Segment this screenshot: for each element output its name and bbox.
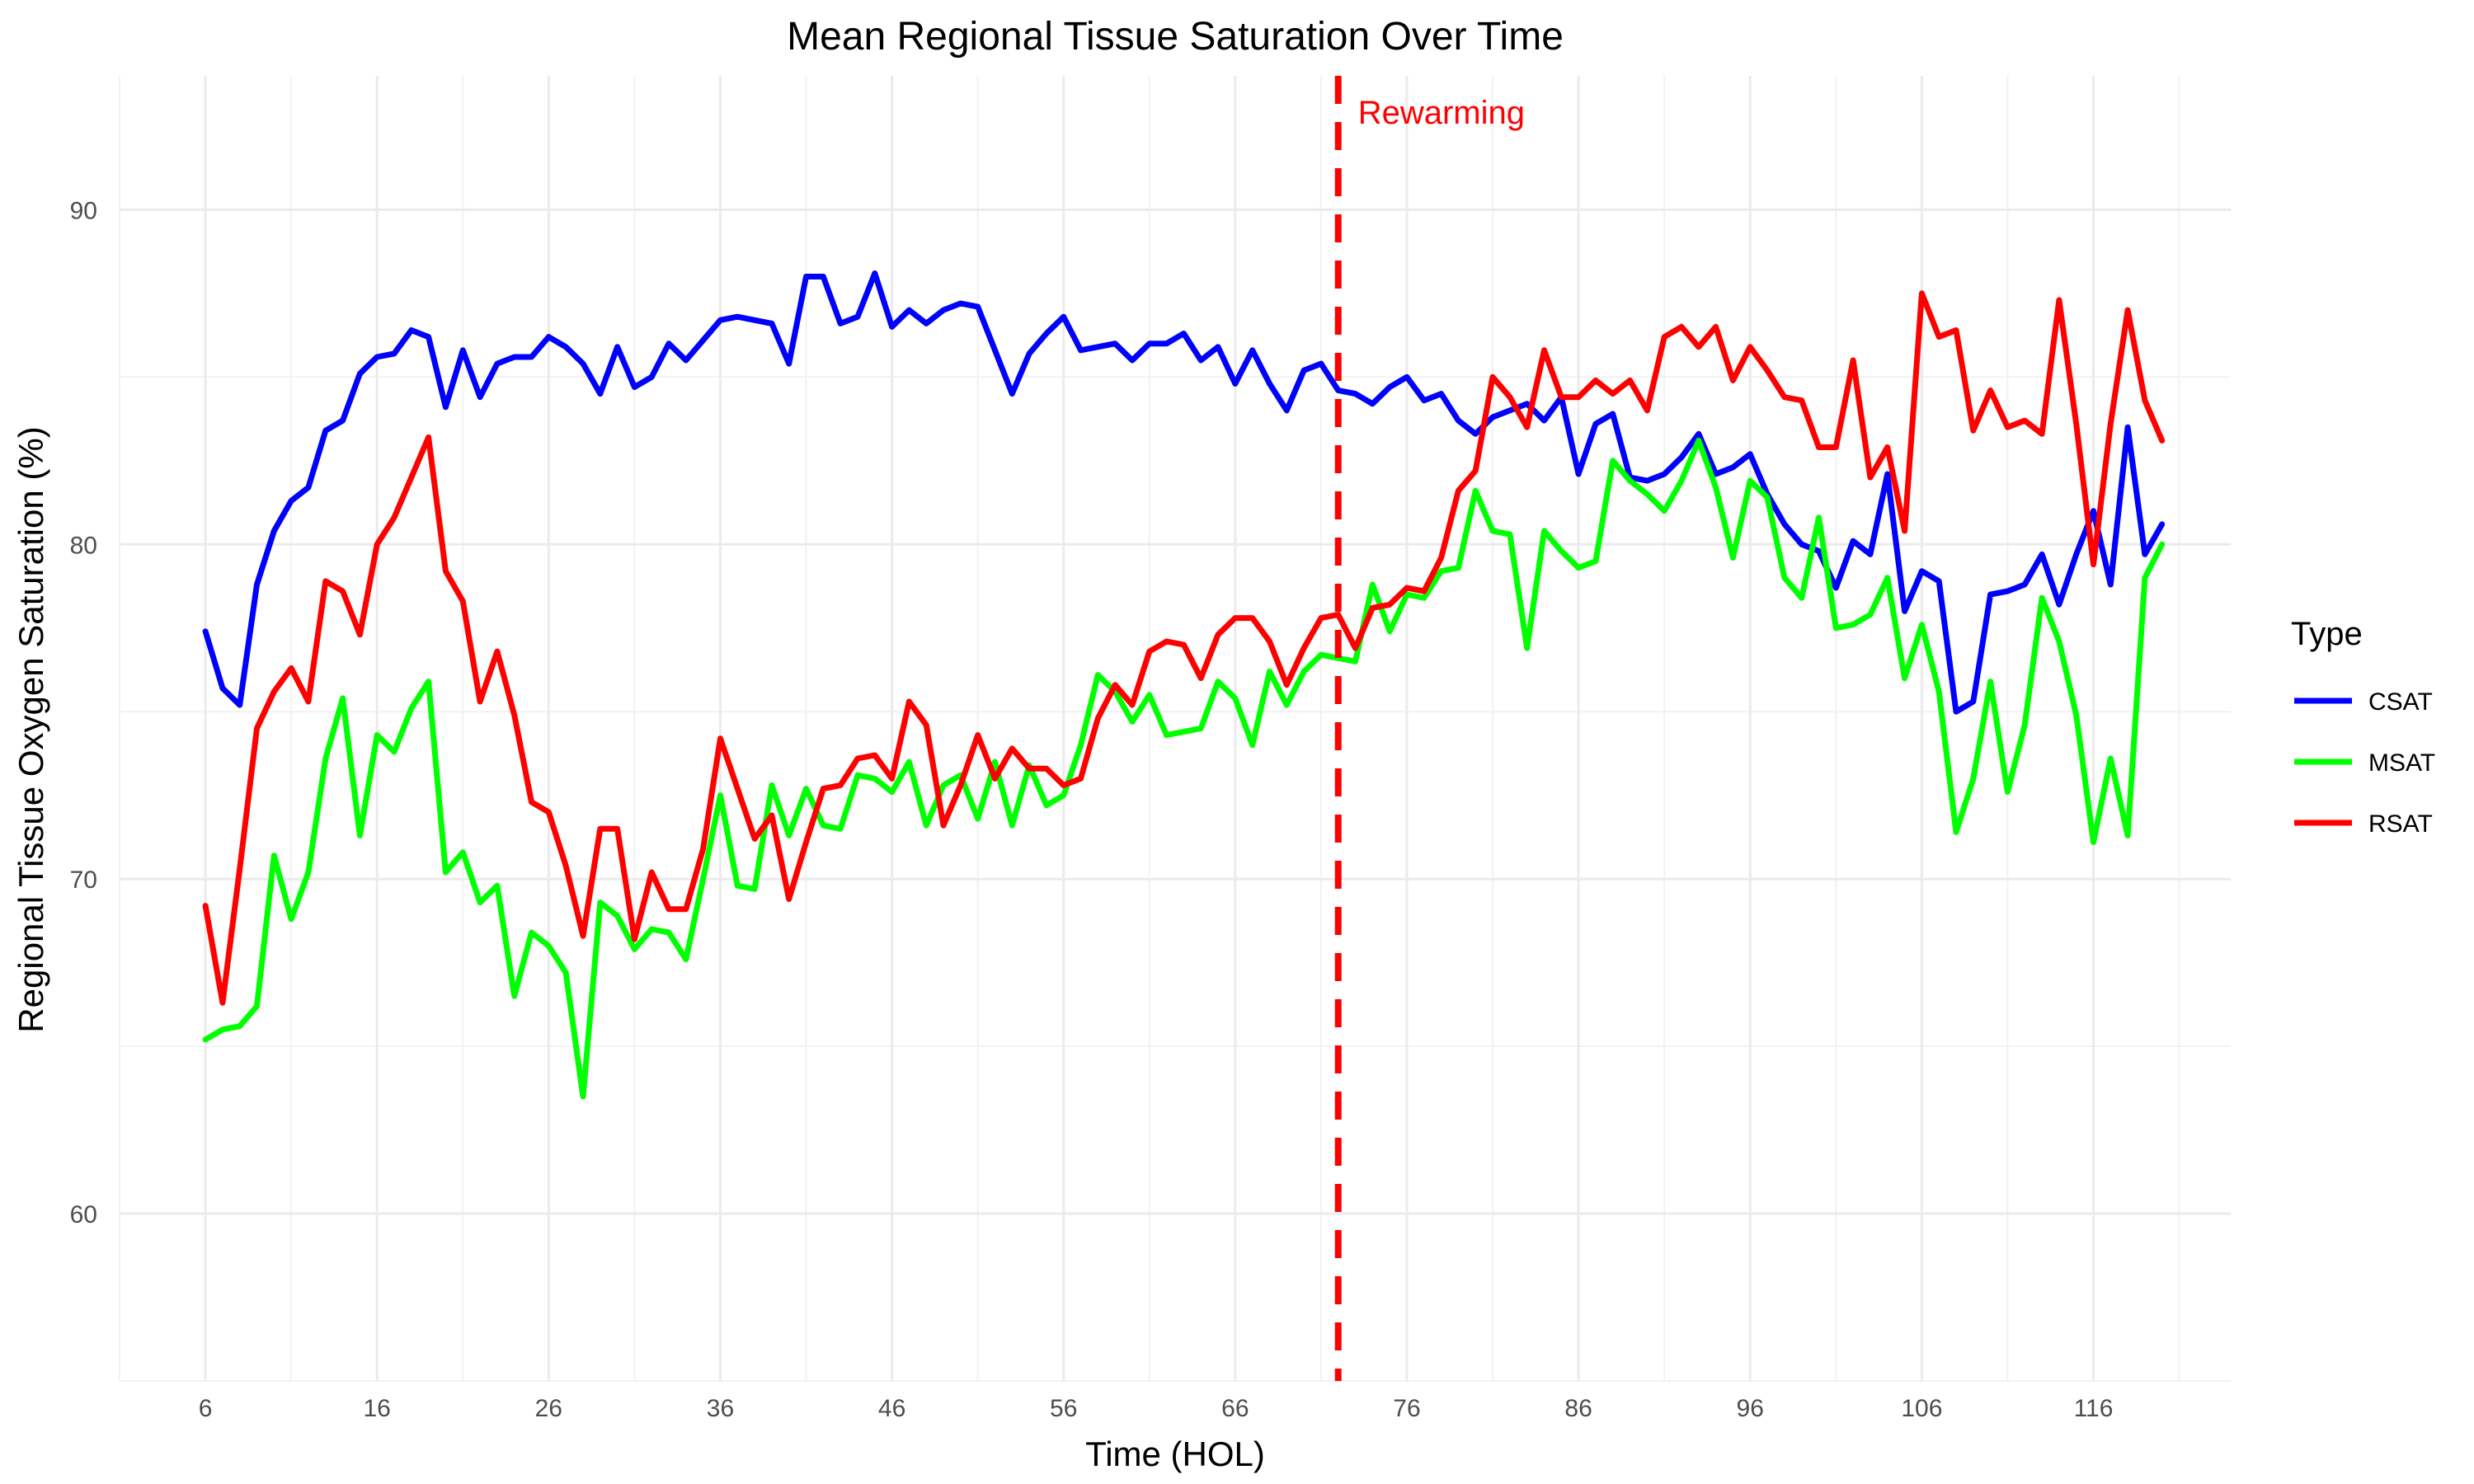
series-line-msat xyxy=(202,437,2166,1100)
x-tick-label: 26 xyxy=(535,1395,562,1422)
x-axis-ticks: 6 16 26 36 46 56 66 76 86 96 106 116 xyxy=(199,1395,2114,1422)
x-tick-label: 66 xyxy=(1221,1395,1249,1422)
legend-title: Type xyxy=(2291,616,2363,652)
y-tick-label: 80 xyxy=(70,532,97,559)
rewarming-label: Rewarming xyxy=(1358,95,1525,131)
x-tick-label: 16 xyxy=(364,1395,391,1422)
x-tick-label: 36 xyxy=(707,1395,734,1422)
x-tick-label: 46 xyxy=(878,1395,905,1422)
y-tick-label: 60 xyxy=(70,1201,97,1228)
legend-label-csat: CSAT xyxy=(2368,688,2433,716)
legend: Type CSAT MSAT RSAT xyxy=(2291,616,2435,838)
legend-items: CSAT MSAT RSAT xyxy=(2294,688,2435,838)
chart-title: Mean Regional Tissue Saturation Over Tim… xyxy=(787,15,1564,59)
series-line-csat xyxy=(202,270,2166,715)
x-tick-label: 96 xyxy=(1737,1395,1764,1422)
x-tick-label: 76 xyxy=(1393,1395,1420,1422)
y-tick-label: 70 xyxy=(70,866,97,894)
x-tick-label: 106 xyxy=(1901,1395,1942,1422)
series-layer xyxy=(202,270,2166,1100)
x-tick-label: 116 xyxy=(2074,1395,2114,1422)
x-tick-label: 86 xyxy=(1564,1395,1592,1422)
y-axis-ticks: 60 70 80 90 xyxy=(70,197,97,1228)
x-tick-label: 6 xyxy=(199,1395,213,1422)
series-line-rsat xyxy=(202,290,2166,1006)
annotation-layer: Rewarming xyxy=(1334,76,1525,1381)
x-axis-title: Time (HOL) xyxy=(1085,1435,1265,1473)
y-axis-title: Regional Tissue Oxygen Saturation (%) xyxy=(12,426,50,1032)
x-tick-label: 56 xyxy=(1050,1395,1077,1422)
legend-label-msat: MSAT xyxy=(2368,749,2435,777)
y-tick-label: 90 xyxy=(70,197,97,224)
grid-minor xyxy=(119,76,2231,1382)
legend-label-rsat: RSAT xyxy=(2368,810,2433,838)
